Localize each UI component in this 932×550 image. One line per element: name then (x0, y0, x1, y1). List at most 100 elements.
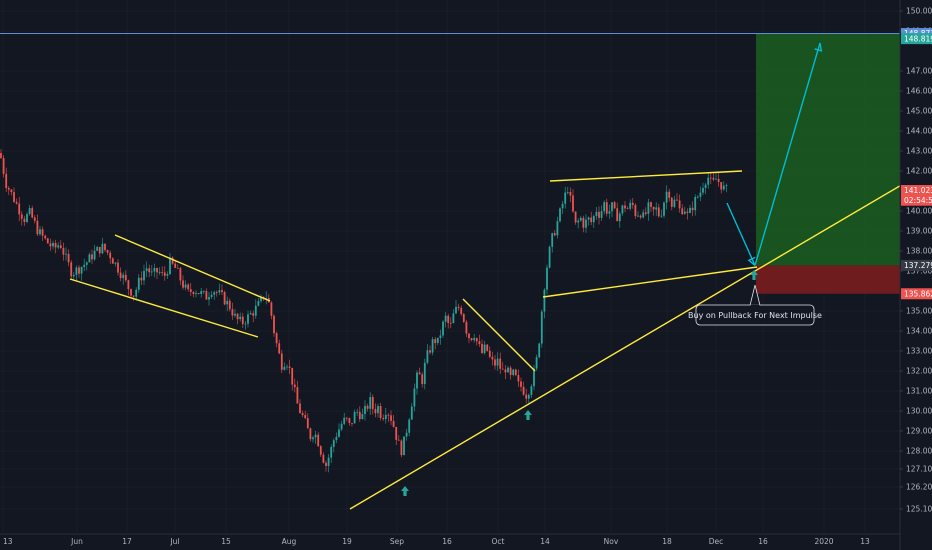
candle-body (392, 420, 395, 427)
candle-body (494, 359, 496, 366)
candle-body (275, 333, 278, 344)
candle-body (150, 271, 153, 273)
arrow-up-icon (401, 486, 409, 496)
candle-body (2, 158, 5, 174)
candle-body (299, 403, 301, 414)
candle-body (239, 316, 242, 320)
candle-body (468, 333, 470, 339)
candle-body (533, 368, 535, 387)
candle-body (106, 250, 109, 253)
candle-body (351, 422, 353, 424)
candle-body (585, 219, 587, 228)
candle-body (348, 418, 351, 423)
callout[interactable]: Buy on Pullback For Next Impulse (688, 284, 822, 326)
candle-body (265, 298, 268, 299)
candle-body (566, 192, 569, 193)
candle-body (647, 202, 650, 214)
candle-body (551, 233, 554, 247)
candle-body (169, 257, 171, 274)
arrow-next-impulse[interactable] (754, 42, 821, 266)
candle-body (712, 177, 715, 180)
candle-body (530, 386, 533, 395)
price-tick-label: 133.000 (906, 347, 932, 356)
candle-body (501, 368, 504, 370)
candle-body (192, 292, 195, 294)
trendlines[interactable] (69, 166, 932, 510)
candle-body (257, 301, 260, 306)
candle-body (452, 313, 455, 324)
arrows[interactable] (726, 42, 823, 266)
candle-body (618, 213, 621, 222)
loss-zone[interactable] (756, 265, 900, 294)
candle-body (416, 372, 418, 389)
price-tick-label: 147.000 (906, 67, 932, 76)
candle-body (444, 315, 447, 322)
candle-body (390, 415, 392, 421)
candle-body (546, 267, 548, 290)
candle-body (686, 211, 689, 213)
trendline-channel-lower[interactable] (69, 278, 259, 338)
candle-body (694, 197, 697, 211)
price-tick-label: 126.200 (906, 483, 932, 492)
candle-body (652, 206, 655, 210)
profit-zone[interactable] (756, 33, 900, 266)
candle-body (382, 417, 385, 420)
candle-body (49, 243, 52, 247)
candle-body (689, 207, 691, 213)
candle-body (44, 235, 47, 239)
candle-body (699, 192, 702, 197)
trendline-flag-line[interactable] (462, 298, 536, 372)
candle-body (548, 246, 551, 268)
arrow-pullback[interactable] (726, 202, 756, 266)
candle-body (0, 153, 2, 159)
candle-body (57, 245, 60, 248)
price-badge-label: 141.023 (904, 186, 932, 195)
candle-body (236, 313, 239, 320)
price-tick-label: 132.000 (906, 367, 932, 376)
candle-body (525, 394, 528, 399)
trendline-channel-upper[interactable] (114, 234, 271, 302)
candle-body (400, 440, 403, 456)
candle-body (637, 215, 639, 217)
candle-body (642, 212, 645, 218)
candle-body (234, 313, 236, 316)
candle-body (189, 289, 192, 293)
candle-body (691, 207, 694, 211)
trendline-range-top[interactable] (549, 170, 743, 182)
candle-body (462, 314, 465, 322)
candle-body (208, 297, 210, 300)
candle-body (358, 411, 361, 420)
candle-body (442, 321, 444, 336)
candle-body (278, 343, 281, 354)
candle-body (39, 229, 41, 235)
risk-reward-tool[interactable] (756, 33, 900, 294)
candle-body (556, 221, 559, 236)
candle-body (101, 243, 104, 254)
candle-body (595, 211, 598, 216)
candle-body (65, 253, 67, 255)
candle-body (83, 264, 86, 267)
candle-body (384, 414, 387, 420)
candle-body (195, 293, 197, 294)
price-tick-label: 138.000 (906, 247, 932, 256)
candle-body (488, 350, 491, 357)
candle-body (332, 440, 335, 447)
trendline-rising-trendline[interactable] (349, 166, 932, 510)
price-badge-last-price (901, 185, 932, 197)
trendline-range-bottom[interactable] (542, 266, 758, 298)
candle-body (179, 268, 182, 281)
candle-body (314, 434, 317, 438)
candle-body (608, 211, 611, 214)
candle-body (119, 272, 122, 279)
candle-body (291, 367, 294, 385)
candle-body (668, 191, 671, 198)
candle-body (590, 217, 593, 223)
candle-body (218, 290, 221, 293)
price-tick-label: 137.000 (906, 267, 932, 276)
price-tick-label: 131.000 (906, 387, 932, 396)
candle-body (683, 211, 686, 214)
candle-body (143, 271, 145, 281)
candle-body (273, 315, 275, 334)
candle-body (33, 217, 36, 221)
